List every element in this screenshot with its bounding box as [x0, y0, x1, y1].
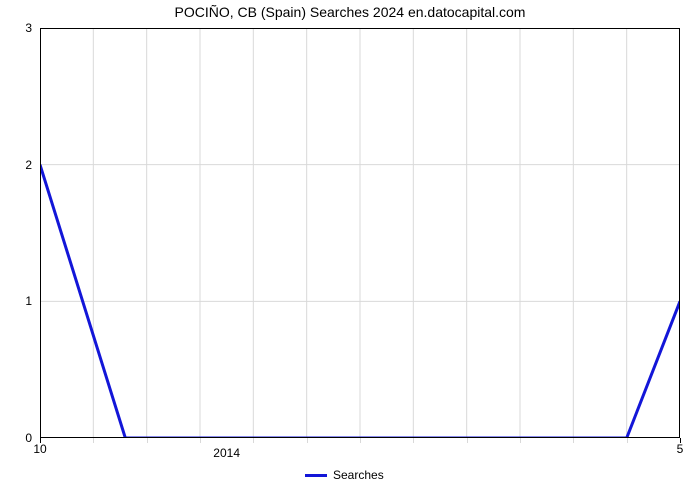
x-tick-end-label: 5 — [677, 442, 684, 456]
legend-label: Searches — [333, 468, 384, 482]
y-tick-label: 1 — [0, 294, 32, 308]
legend-swatch — [305, 474, 327, 477]
legend: Searches — [305, 468, 384, 482]
x-minor-tick — [627, 438, 628, 443]
y-tick-label: 3 — [0, 21, 32, 35]
chart-title: POCIÑO, CB (Spain) Searches 2024 en.dato… — [0, 4, 700, 20]
y-tick-label: 0 — [0, 431, 32, 445]
x-axis-major-label: 2014 — [213, 446, 240, 460]
x-minor-tick — [413, 438, 414, 443]
x-minor-tick — [360, 438, 361, 443]
x-minor-tick — [467, 438, 468, 443]
y-tick-label: 2 — [0, 158, 32, 172]
x-minor-tick — [147, 438, 148, 443]
x-tick-start-label: 10 — [33, 442, 46, 456]
x-minor-tick — [520, 438, 521, 443]
x-minor-tick — [573, 438, 574, 443]
plot-svg — [40, 28, 680, 438]
x-minor-tick — [200, 438, 201, 443]
x-minor-tick — [253, 438, 254, 443]
x-minor-tick — [93, 438, 94, 443]
line-chart: POCIÑO, CB (Spain) Searches 2024 en.dato… — [0, 0, 700, 500]
plot-area — [40, 28, 680, 438]
x-minor-tick — [307, 438, 308, 443]
